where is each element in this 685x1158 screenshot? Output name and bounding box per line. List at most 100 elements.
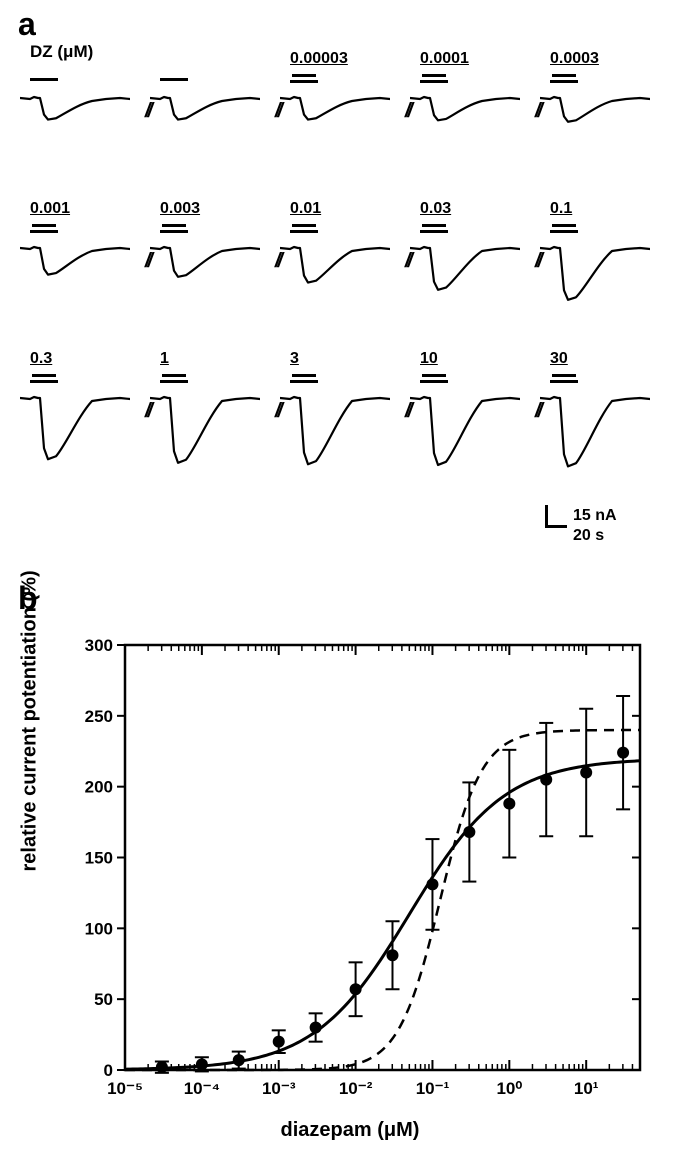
x-tick-label: 10⁰ bbox=[496, 1079, 522, 1098]
data-point bbox=[310, 1022, 322, 1034]
data-point bbox=[386, 949, 398, 961]
concentration-label: 1 bbox=[160, 350, 169, 368]
application-bar-long bbox=[290, 380, 318, 383]
x-tick-label: 10⁻³ bbox=[262, 1079, 296, 1098]
x-tick-label: 10⁻¹ bbox=[416, 1079, 450, 1098]
application-bar-long bbox=[160, 230, 188, 233]
data-point bbox=[156, 1061, 168, 1073]
x-axis-label: diazepam (μM) bbox=[40, 1119, 660, 1142]
current-trace bbox=[410, 386, 520, 476]
concentration-label: 0.0001 bbox=[420, 50, 469, 68]
trace-cell: 1// bbox=[150, 350, 270, 480]
current-trace bbox=[410, 236, 520, 326]
data-point bbox=[540, 774, 552, 786]
panel-a-container: ////0.00003//0.0001//0.00030.001//0.003/… bbox=[20, 50, 665, 510]
current-trace bbox=[150, 86, 260, 176]
concentration-label: 10 bbox=[420, 350, 438, 368]
data-point bbox=[617, 747, 629, 759]
y-tick-label: 200 bbox=[85, 778, 113, 797]
trace-cell: 10// bbox=[410, 350, 530, 480]
trace-cell: 3// bbox=[280, 350, 400, 480]
scale-label-time: 20 s bbox=[573, 527, 604, 545]
trace-row: 0.3//1//3//10// 30 bbox=[20, 350, 665, 480]
y-tick-label: 50 bbox=[94, 990, 113, 1009]
data-point bbox=[503, 798, 515, 810]
application-bar bbox=[160, 78, 188, 81]
panel-a-label: a bbox=[18, 6, 36, 43]
scale-bar: 15 nA 20 s bbox=[545, 505, 635, 555]
current-trace bbox=[280, 236, 390, 326]
application-bar-long bbox=[420, 80, 448, 83]
current-trace bbox=[410, 86, 520, 176]
y-axis-label: relative current potentiation (%) bbox=[19, 570, 42, 871]
trace-cell: 30 bbox=[540, 350, 660, 480]
application-bar-long bbox=[30, 380, 58, 383]
data-point bbox=[233, 1054, 245, 1066]
data-point bbox=[580, 767, 592, 779]
application-bar bbox=[30, 78, 58, 81]
y-tick-label: 250 bbox=[85, 707, 113, 726]
plot-frame bbox=[125, 645, 640, 1070]
data-point bbox=[273, 1036, 285, 1048]
application-bar-long bbox=[550, 80, 578, 83]
current-trace bbox=[150, 386, 260, 476]
current-trace bbox=[20, 236, 130, 326]
application-bar-short bbox=[292, 374, 316, 377]
trace-cell: 0.03// bbox=[410, 200, 530, 330]
trace-cell: 0.1 bbox=[540, 200, 660, 330]
application-bar-short bbox=[32, 224, 56, 227]
dose-response-chart: 05010015020025030010⁻⁵10⁻⁴10⁻³10⁻²10⁻¹10… bbox=[40, 630, 660, 1140]
trace-cell: // bbox=[20, 50, 140, 180]
concentration-label: 0.1 bbox=[550, 200, 572, 218]
application-bar-long bbox=[550, 380, 578, 383]
x-tick-label: 10¹ bbox=[574, 1079, 599, 1098]
concentration-label: 0.01 bbox=[290, 200, 321, 218]
trace-cell: // bbox=[150, 50, 270, 180]
application-bar-short bbox=[32, 374, 56, 377]
panel-b-container: 05010015020025030010⁻⁵10⁻⁴10⁻³10⁻²10⁻¹10… bbox=[40, 630, 660, 1140]
current-trace bbox=[280, 386, 390, 476]
trace-cell: 0.003// bbox=[150, 200, 270, 330]
trace-cell: 0.00003// bbox=[280, 50, 400, 180]
current-trace bbox=[20, 386, 130, 476]
current-trace bbox=[150, 236, 260, 326]
y-tick-label: 300 bbox=[85, 636, 113, 655]
y-tick-label: 150 bbox=[85, 849, 113, 868]
application-bar-long bbox=[290, 80, 318, 83]
x-tick-label: 10⁻⁵ bbox=[107, 1079, 143, 1098]
trace-cell: 0.01// bbox=[280, 200, 400, 330]
current-trace bbox=[20, 86, 130, 176]
current-trace bbox=[540, 386, 650, 476]
concentration-label: 0.03 bbox=[420, 200, 451, 218]
application-bar-short bbox=[162, 374, 186, 377]
current-trace bbox=[540, 86, 650, 176]
concentration-label: 30 bbox=[550, 350, 568, 368]
application-bar-short bbox=[292, 224, 316, 227]
application-bar-long bbox=[30, 230, 58, 233]
application-bar-short bbox=[422, 74, 446, 77]
current-trace bbox=[540, 236, 650, 326]
scale-bar-horizontal bbox=[545, 525, 567, 528]
application-bar-short bbox=[552, 74, 576, 77]
concentration-label: 3 bbox=[290, 350, 299, 368]
concentration-label: 0.3 bbox=[30, 350, 52, 368]
scale-label-current: 15 nA bbox=[573, 507, 617, 525]
application-bar-long bbox=[550, 230, 578, 233]
data-point bbox=[426, 878, 438, 890]
concentration-label: 0.00003 bbox=[290, 50, 348, 68]
trace-cell: 0.001// bbox=[20, 200, 140, 330]
trace-cell: 0.0003 bbox=[540, 50, 660, 180]
application-bar-short bbox=[552, 374, 576, 377]
application-bar-long bbox=[160, 380, 188, 383]
y-tick-label: 100 bbox=[85, 919, 113, 938]
concentration-label: 0.001 bbox=[30, 200, 70, 218]
y-tick-label: 0 bbox=[104, 1061, 113, 1080]
data-point bbox=[463, 826, 475, 838]
application-bar-long bbox=[420, 380, 448, 383]
concentration-label: 0.0003 bbox=[550, 50, 599, 68]
data-point bbox=[196, 1058, 208, 1070]
concentration-label: 0.003 bbox=[160, 200, 200, 218]
trace-cell: 0.3// bbox=[20, 350, 140, 480]
application-bar-long bbox=[290, 230, 318, 233]
scale-bar-vertical bbox=[545, 505, 548, 525]
